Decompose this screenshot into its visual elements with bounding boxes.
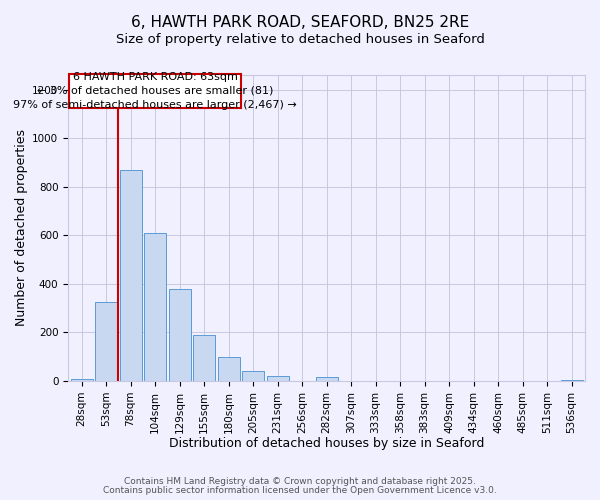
Bar (119, 170, 142, 381)
FancyBboxPatch shape (70, 74, 241, 108)
Text: 6, HAWTH PARK ROAD, SEAFORD, BN25 2RE: 6, HAWTH PARK ROAD, SEAFORD, BN25 2RE (131, 15, 469, 30)
Bar (169, 288, 191, 381)
Text: 6 HAWTH PARK ROAD: 63sqm
← 3% of detached houses are smaller (81)
97% of semi-de: 6 HAWTH PARK ROAD: 63sqm ← 3% of detache… (13, 72, 297, 110)
Bar (316, 376, 338, 381)
X-axis label: Distribution of detached houses by size in Seaford: Distribution of detached houses by size … (169, 437, 484, 450)
Y-axis label: Number of detached properties: Number of detached properties (15, 130, 28, 326)
Bar (95, 302, 117, 381)
Bar (144, 234, 166, 381)
Text: Contains HM Land Registry data © Crown copyright and database right 2025.: Contains HM Land Registry data © Crown c… (124, 477, 476, 486)
Bar (193, 335, 215, 381)
Bar (71, 378, 92, 381)
Bar (218, 356, 239, 381)
Bar (560, 380, 583, 381)
Bar (266, 376, 289, 381)
Text: Size of property relative to detached houses in Seaford: Size of property relative to detached ho… (116, 32, 484, 46)
Text: Contains public sector information licensed under the Open Government Licence v3: Contains public sector information licen… (103, 486, 497, 495)
Bar (242, 371, 264, 381)
